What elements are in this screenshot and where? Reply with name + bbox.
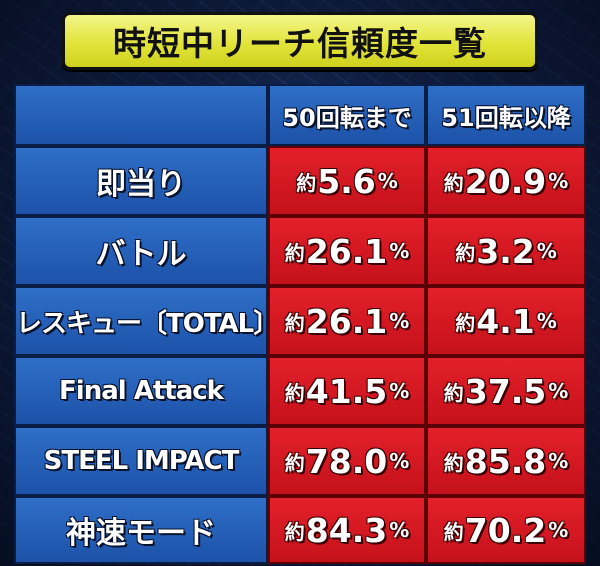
row-label: レスキュー〔TOTAL〕 bbox=[14, 286, 279, 356]
header-corner bbox=[14, 84, 268, 146]
value-51-spins: 約 85.8% bbox=[426, 426, 586, 496]
value-50-spins: 約 78.0% bbox=[268, 426, 426, 496]
percent-sign: % bbox=[389, 518, 410, 542]
percentage-value: 37.5 bbox=[464, 371, 547, 411]
row-label: STEEL IMPACT bbox=[14, 426, 268, 496]
value-51-spins: 約 70.2% bbox=[426, 496, 586, 564]
row-label: バトル bbox=[14, 216, 268, 286]
approx-prefix: 約 bbox=[284, 380, 305, 405]
percentage-value: 26.1 bbox=[305, 301, 388, 341]
percentage-value: 70.2 bbox=[464, 510, 547, 550]
percentage-value: 26.1 bbox=[305, 231, 388, 271]
percent-sign: % bbox=[548, 449, 569, 473]
approx-prefix: 約 bbox=[455, 310, 476, 335]
value-50-spins: 約 84.3% bbox=[268, 496, 426, 564]
value-50-spins: 約 5.6% bbox=[268, 146, 426, 216]
value-51-spins: 約 37.5% bbox=[426, 356, 586, 426]
approx-prefix: 約 bbox=[284, 450, 305, 475]
value-50-spins: 約 41.5% bbox=[268, 356, 426, 426]
percent-sign: % bbox=[548, 169, 569, 193]
approx-prefix: 約 bbox=[284, 310, 305, 335]
percentage-value: 41.5 bbox=[305, 371, 388, 411]
value-50-spins: 約 26.1% bbox=[268, 216, 426, 286]
percentage-value: 3.2 bbox=[476, 231, 535, 271]
percentage-value: 85.8 bbox=[464, 441, 547, 481]
value-51-spins: 約 20.9% bbox=[426, 146, 586, 216]
percentage-value: 78.0 bbox=[305, 441, 388, 481]
value-51-spins: 約 4.1% bbox=[426, 286, 586, 356]
percent-sign: % bbox=[536, 239, 557, 263]
percentage-value: 20.9 bbox=[464, 161, 547, 201]
approx-prefix: 約 bbox=[443, 450, 464, 475]
value-51-spins: 約 3.2% bbox=[426, 216, 586, 286]
percent-sign: % bbox=[377, 169, 398, 193]
approx-prefix: 約 bbox=[443, 380, 464, 405]
percent-sign: % bbox=[536, 309, 557, 333]
approx-prefix: 約 bbox=[284, 519, 305, 544]
approx-prefix: 約 bbox=[443, 170, 464, 195]
percent-sign: % bbox=[389, 379, 410, 403]
table-title: 時短中リーチ信頼度一覧 bbox=[113, 24, 487, 63]
row-label: 神速モード bbox=[14, 496, 268, 564]
approx-prefix: 約 bbox=[296, 170, 317, 195]
header-50-spins: 50回転まで bbox=[268, 84, 426, 146]
percent-sign: % bbox=[389, 309, 410, 333]
percentage-value: 5.6 bbox=[317, 161, 376, 201]
percent-sign: % bbox=[389, 239, 410, 263]
row-label: Final Attack bbox=[14, 356, 268, 426]
value-50-spins: 約 26.1% bbox=[268, 286, 426, 356]
percent-sign: % bbox=[548, 518, 569, 542]
header-51-spins: 51回転以降 bbox=[426, 84, 586, 146]
percentage-value: 84.3 bbox=[305, 510, 388, 550]
approx-prefix: 約 bbox=[284, 240, 305, 265]
title-banner: 時短中リーチ信頼度一覧 bbox=[62, 12, 538, 70]
percentage-value: 4.1 bbox=[476, 301, 535, 341]
approx-prefix: 約 bbox=[455, 240, 476, 265]
percent-sign: % bbox=[389, 449, 410, 473]
approx-prefix: 約 bbox=[443, 519, 464, 544]
percent-sign: % bbox=[548, 379, 569, 403]
row-label: 即当り bbox=[14, 146, 268, 216]
